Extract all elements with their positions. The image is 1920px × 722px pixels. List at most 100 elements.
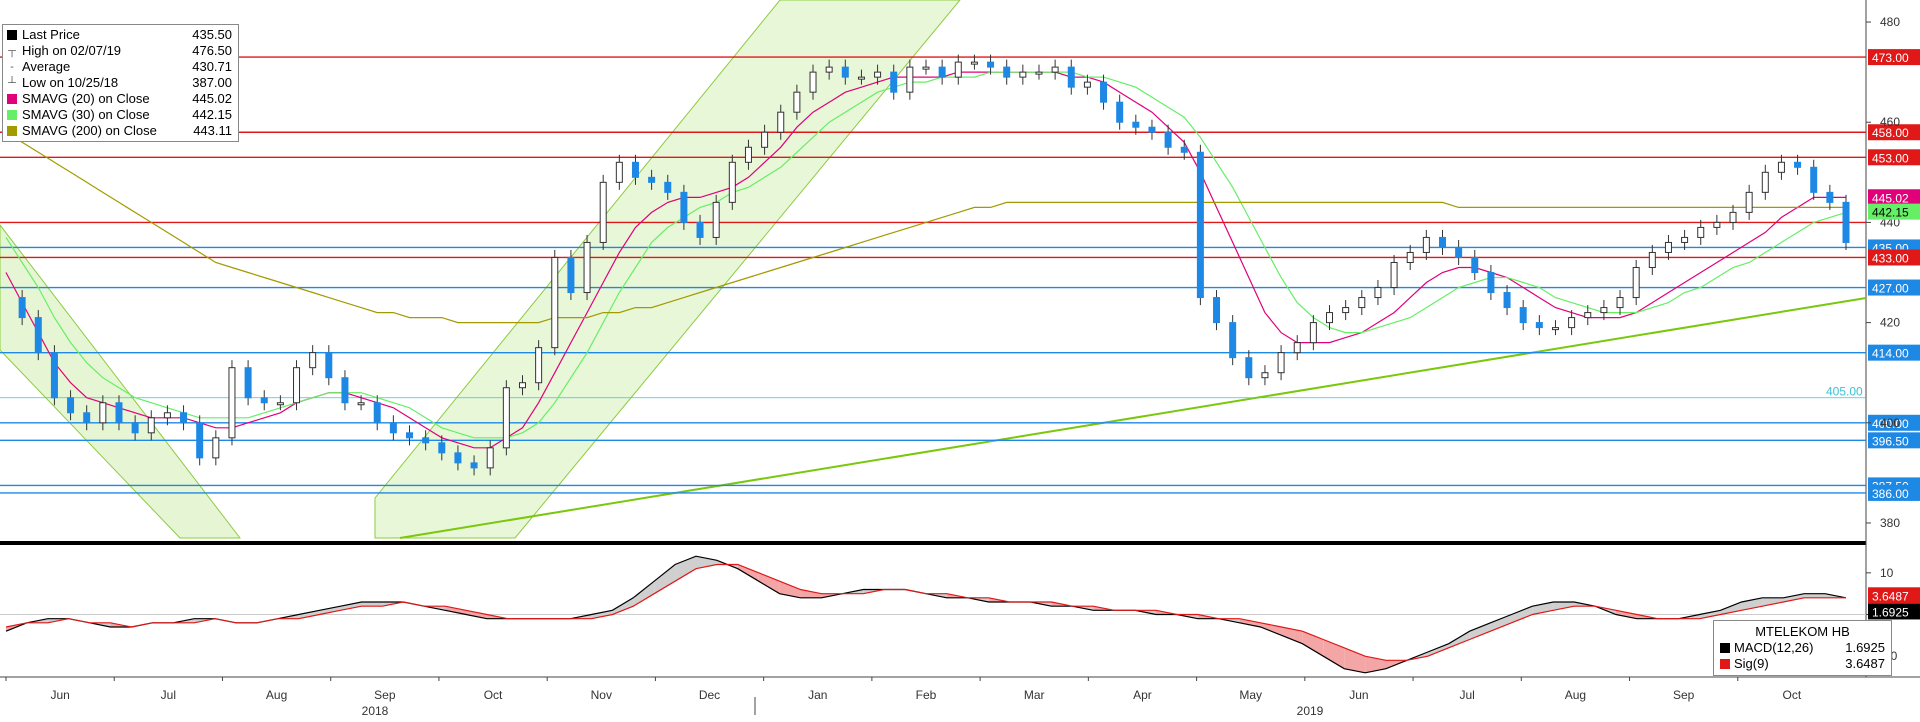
legend-high: ┬ High on 02/07/19 476.50 — [7, 43, 232, 59]
legend-value: 430.71 — [192, 59, 232, 74]
sma-line — [5, 71, 1847, 439]
macd-swatch — [1720, 643, 1730, 653]
x-tick-label: Dec — [699, 688, 720, 702]
candle-body — [1067, 66, 1075, 88]
macd-histogram-fill — [1448, 631, 1470, 648]
candle-body — [454, 452, 462, 464]
smavg30-swatch — [7, 110, 17, 120]
candle-body — [1035, 71, 1043, 75]
last-price-swatch — [7, 30, 17, 40]
candle-body — [1390, 261, 1398, 289]
candle-body — [244, 367, 252, 399]
candle-body — [1777, 161, 1785, 173]
macd-histogram-fill — [737, 564, 759, 582]
candle-body — [325, 352, 333, 379]
level-label: 473.00 — [1872, 51, 1909, 65]
candle-body — [115, 402, 123, 424]
candle-body — [680, 191, 688, 223]
legend-smavg200: SMAVG (200) on Close 443.11 — [7, 123, 232, 139]
legend-smavg30: SMAVG (30) on Close 442.15 — [7, 107, 232, 123]
signal-swatch — [1720, 659, 1730, 669]
candle-body — [1422, 236, 1430, 253]
candle-body — [99, 402, 107, 424]
candle-body — [874, 71, 882, 78]
macd-histogram-fill — [1783, 593, 1805, 602]
legend-macd: MACD(12,26) 1.6925 — [1720, 640, 1885, 656]
candle-body — [486, 447, 494, 469]
macd-histogram-fill — [298, 610, 320, 619]
candle-body — [1681, 236, 1689, 243]
macd-histogram-fill — [1260, 622, 1282, 636]
level-label-box — [1868, 124, 1920, 141]
candle-body — [1551, 327, 1559, 331]
price-panel — [0, 0, 1866, 538]
candle-body — [954, 61, 962, 78]
candle-body — [1584, 312, 1592, 319]
x-tick-label: Oct — [484, 688, 503, 702]
candle-body — [1196, 151, 1204, 299]
macd-histogram-fill — [654, 564, 676, 594]
y-tick-label: 380 — [1880, 516, 1900, 530]
candle-body — [906, 66, 914, 93]
level-label: 400.00 — [1872, 417, 1909, 431]
candle-body — [1132, 121, 1140, 128]
candle-body — [1342, 307, 1350, 314]
macd-line — [5, 563, 1846, 661]
legend-value: 476.50 — [192, 43, 232, 58]
x-tick-label: Sep — [374, 688, 396, 702]
y-tick-label: 460 — [1880, 115, 1900, 129]
candle-body — [1761, 171, 1769, 193]
current-label: 445.02 — [1872, 191, 1909, 205]
candle-body — [535, 347, 543, 384]
x-tick-label: May — [1239, 688, 1262, 702]
candle-body — [518, 382, 526, 389]
candle-body — [728, 161, 736, 203]
macd-histogram-fill — [779, 581, 801, 598]
legend-low: ┴ Low on 10/25/18 387.00 — [7, 75, 232, 91]
candle-body — [664, 181, 672, 193]
candle-body — [599, 181, 607, 243]
candle-body — [1213, 297, 1221, 324]
level-label-box — [1868, 414, 1920, 431]
current-label-box — [1868, 603, 1920, 620]
down-channel — [0, 224, 242, 539]
macd-histogram-fill — [466, 610, 487, 619]
candle-body — [1745, 191, 1753, 213]
legend-label: High on 02/07/19 — [22, 43, 122, 58]
macd-histogram-fill — [1469, 622, 1491, 640]
level-label-box — [1868, 49, 1920, 66]
candle-body — [260, 397, 268, 404]
macd-histogram-fill — [1511, 606, 1533, 623]
candle-body — [502, 387, 510, 449]
current-label-box — [1868, 587, 1920, 604]
macd-histogram-fill — [1239, 618, 1261, 627]
x-tick-label: Aug — [266, 688, 287, 702]
candle-body — [228, 367, 236, 439]
x-tick-label: Jul — [1460, 688, 1475, 702]
candle-body — [1568, 317, 1576, 329]
year-label: 2019 — [1297, 704, 1324, 717]
year-label: 2018 — [362, 704, 389, 717]
candle-body — [744, 146, 752, 163]
level-label: 427.00 — [1872, 282, 1909, 296]
candle-body — [1309, 322, 1317, 344]
candle-body — [18, 297, 26, 319]
legend-value: 445.02 — [192, 91, 232, 106]
candle-body — [1148, 126, 1156, 133]
up-channel — [374, 0, 961, 539]
x-tick-label: Oct — [1783, 688, 1802, 702]
candle-body — [1842, 201, 1850, 243]
candle-body — [793, 91, 801, 113]
candle-body — [987, 61, 995, 68]
legend-label: Last Price — [22, 27, 80, 42]
candle-body — [1519, 307, 1527, 324]
macd-histogram-fill — [319, 606, 341, 615]
level-label: 396.50 — [1872, 434, 1909, 448]
macd-histogram-fill — [1323, 639, 1345, 669]
macd-legend-title: MTELEKOM HB — [1755, 624, 1850, 639]
legend-value: 387.00 — [192, 75, 232, 90]
candle-body — [1245, 357, 1253, 379]
macd-histogram-fill — [1490, 614, 1512, 632]
